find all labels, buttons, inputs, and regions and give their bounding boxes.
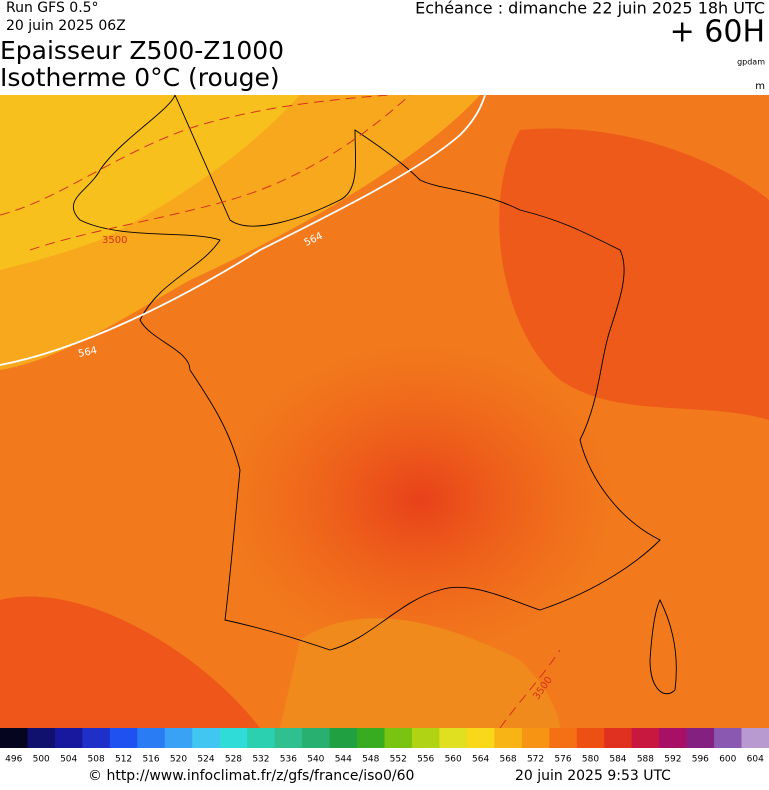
legend-label: 540 [307,755,324,765]
legend-label: 512 [115,755,132,765]
hot-zone [499,128,769,420]
legend-swatch [109,728,138,748]
legend-swatch [164,728,193,748]
lead-time: + 60H [670,15,765,50]
legend-swatch [714,728,743,748]
legend-swatch [329,728,358,748]
legend-label: 560 [445,755,462,765]
legend-swatch [82,728,111,748]
thickness-contour [0,95,486,366]
run-label: Run GFS 0.5° [6,0,99,16]
legend-label: 548 [362,755,379,765]
legend-label: 580 [582,755,599,765]
legend-swatch [439,728,468,748]
legend-label: 504 [60,755,77,765]
legend-label: 516 [142,755,159,765]
legend-swatch [247,728,276,748]
legend-label: 528 [225,755,242,765]
legend-swatch [137,728,166,748]
legend-label: 572 [527,755,544,765]
legend-swatch [686,728,715,748]
warm-zone [280,618,560,728]
legend-swatch [384,728,413,748]
footer-time: 20 juin 2025 9:53 UTC [515,768,671,784]
unit: gpdam [737,58,765,67]
color-legend: 496 500 504 508 512 516 520 524 528 532 536 540 544 5… [0,728,769,765]
coastline [649,598,677,695]
cool-zone [0,95,300,270]
legend-label: 500 [33,755,50,765]
legend-label: 552 [390,755,407,765]
contour-label: 564 [77,345,98,360]
unit: m [755,81,765,92]
legend-label: 536 [280,755,297,765]
legend-swatch [192,728,221,748]
coastline [72,95,661,651]
legend-swatch [219,728,248,748]
legend-label: 496 [5,755,22,765]
legend-swatch [0,728,28,748]
run-date: 20 juin 2025 06Z [6,18,126,34]
legend-label: 600 [719,755,736,765]
legend-label: 576 [554,755,571,765]
footer-url: © http://www.infoclimat.fr/z/gfs/france/… [88,768,414,784]
legend-swatch [494,728,523,748]
legend-label: 508 [88,755,105,765]
contour-label: 3500 [102,235,127,246]
legend-swatch [411,728,440,748]
legend-label: 524 [197,755,214,765]
legend-swatch [521,728,550,748]
isotherm-contour [29,95,411,251]
legend-swatch [54,728,83,748]
legend-swatch [302,728,331,748]
map [0,95,769,728]
legend-label: 564 [472,755,489,765]
legend-swatch [576,728,605,748]
legend-swatch [27,728,56,748]
legend-label: 556 [417,755,434,765]
hot-zone [0,596,260,728]
valid-time: Echéance : dimanche 22 juin 2025 18h UTC [415,0,765,18]
legend-label: 592 [664,755,681,765]
legend-label: 584 [609,755,626,765]
legend-swatch [274,728,303,748]
legend-label: 532 [252,755,269,765]
legend-swatch [741,728,769,748]
legend-swatch [604,728,633,748]
legend-label: 520 [170,755,187,765]
legend-swatch [549,728,578,748]
legend-label: 604 [747,755,764,765]
title: Isotherme 0°C (rouge) [0,63,280,92]
isotherm-contour [499,649,561,728]
legend-label: 596 [692,755,709,765]
legend-label: 588 [637,755,654,765]
legend-label: 568 [499,755,516,765]
hot-zone [220,340,620,660]
title: Epaisseur Z500-Z1000 [0,36,284,65]
legend-swatch [357,728,385,748]
legend-swatch [631,728,660,748]
legend-label: 544 [335,755,352,765]
legend-swatch [659,728,688,748]
legend-swatch [466,728,495,748]
